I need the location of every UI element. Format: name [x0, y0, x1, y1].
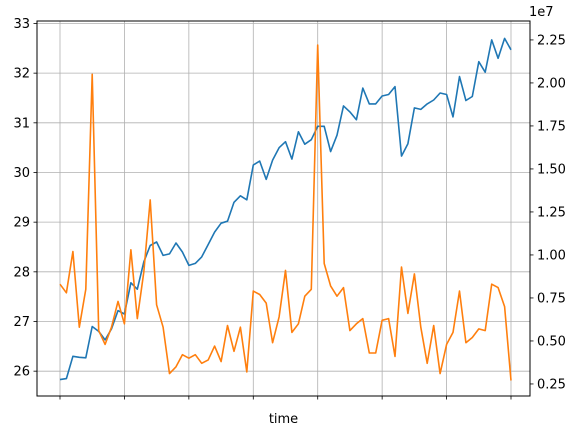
right-tick-label: 1.00 [537, 248, 566, 263]
left-tick-label: 33 [13, 17, 30, 32]
right-tick-label: 2.25 [537, 33, 566, 48]
left-tick-label: 31 [13, 116, 30, 131]
right-tick-label: 1.25 [537, 205, 566, 220]
left-tick-label: 28 [13, 265, 30, 280]
right-tick-label: 1.75 [537, 119, 566, 134]
x-axis-label: time [269, 412, 298, 427]
grid [37, 21, 530, 396]
series-line-right [59, 44, 512, 381]
right-tick-label: 1.50 [537, 162, 566, 177]
right-tick-label: 0.25 [537, 377, 566, 392]
left-tick-label: 30 [13, 166, 30, 181]
right-tick-label: 0.75 [537, 291, 566, 306]
right-tick-label: 0.50 [537, 334, 566, 349]
left-y-axis: 26 27 28 29 30 31 32 33 [13, 17, 37, 380]
left-tick-label: 29 [13, 216, 30, 231]
left-tick-label: 32 [13, 67, 30, 82]
series-group [59, 37, 512, 381]
x-axis [59, 396, 512, 400]
series-line-left [59, 37, 512, 381]
right-y-axis: 0.25 0.50 0.75 1.00 1.25 1.50 1.75 2.00 2.25 [530, 33, 566, 392]
plot-frame [36, 20, 531, 397]
right-tick-label: 2.00 [537, 76, 566, 91]
left-tick-label: 27 [13, 315, 30, 330]
left-tick-label: 26 [13, 365, 30, 380]
right-axis-offset-text: 1e7 [529, 5, 554, 20]
